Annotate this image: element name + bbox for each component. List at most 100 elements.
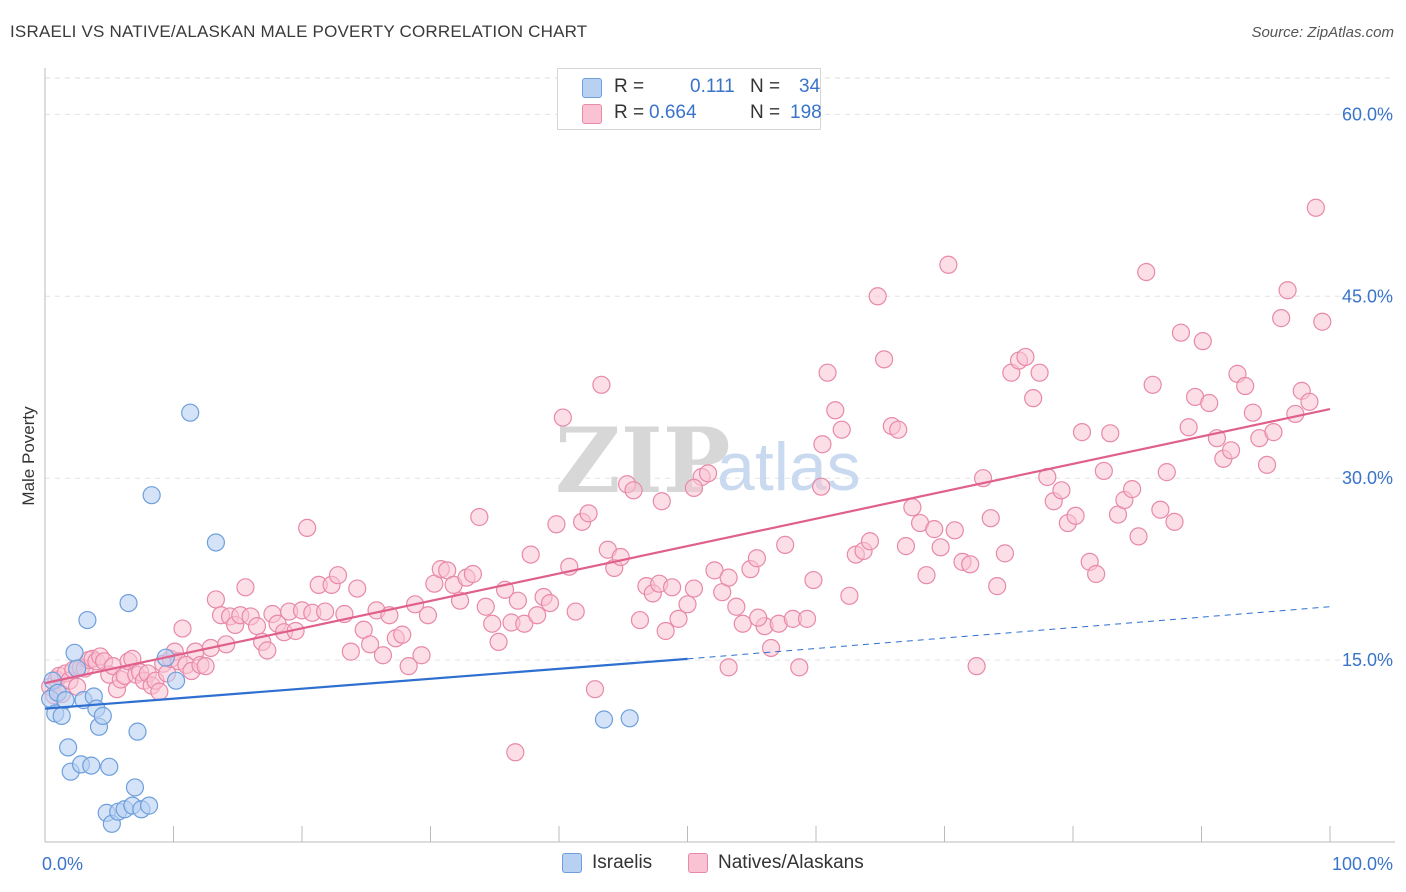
natives-point: [585, 680, 605, 699]
israelis-legend-swatch: [562, 853, 582, 873]
natives-point: [1264, 423, 1283, 442]
natives-point: [1016, 347, 1035, 367]
chart-source: Source: ZipAtlas.com: [1251, 24, 1394, 41]
natives-point: [298, 518, 317, 538]
natives-point: [981, 509, 1000, 528]
natives-point: [1087, 564, 1106, 584]
natives-point: [961, 555, 980, 574]
y-tick-label: 15.0%: [1342, 650, 1393, 670]
natives-point: [776, 535, 795, 554]
y-tick-label: 60.0%: [1342, 104, 1393, 124]
natives-point: [832, 420, 851, 439]
natives-point: [566, 602, 585, 621]
natives-point: [719, 568, 738, 587]
natives-point: [611, 547, 630, 567]
natives-point: [826, 401, 845, 420]
natives-point: [1024, 389, 1043, 408]
stats-legend: R = 0.111 N = 34 R = 0.664 N = 198: [557, 68, 822, 130]
natives-point: [348, 579, 367, 598]
natives-point: [719, 658, 738, 677]
israelis-point: [82, 756, 101, 775]
natives-point: [939, 255, 958, 274]
natives-point: [418, 606, 438, 625]
axes: [44, 68, 1395, 843]
israelis-trend-extension: [687, 606, 1331, 660]
natives-point: [1143, 375, 1162, 394]
natives-point: [818, 363, 837, 382]
x-tick-labels: 0.0% 100.0%: [42, 854, 1393, 874]
israelis-swatch: [582, 78, 602, 98]
israelis-point: [620, 709, 639, 728]
natives-point: [196, 657, 215, 676]
natives-r-value: 0.664: [649, 102, 697, 123]
natives-point: [1066, 506, 1085, 525]
israelis-n-value: 34: [799, 76, 821, 97]
legend-n-label: N =: [750, 76, 781, 97]
natives-point: [684, 579, 704, 598]
natives-point: [1243, 403, 1263, 422]
natives-point: [476, 597, 495, 616]
natives-point: [412, 646, 431, 665]
natives-point: [547, 515, 566, 534]
legend-r-label: R =: [614, 102, 645, 123]
natives-point: [483, 614, 502, 633]
natives-swatch: [582, 104, 602, 124]
natives-point: [889, 420, 908, 439]
israelis-point: [65, 643, 84, 662]
natives-point: [652, 492, 671, 511]
natives-point: [1129, 527, 1148, 546]
natives-point: [727, 597, 746, 616]
natives-point: [1286, 404, 1305, 424]
natives-point: [1272, 309, 1291, 328]
natives-point: [540, 593, 560, 613]
natives-point: [749, 608, 768, 627]
israelis-point: [56, 691, 75, 710]
israelis-point: [78, 610, 97, 630]
watermark: ZIP atlas: [555, 408, 861, 514]
natives-point: [508, 591, 527, 610]
natives-point: [521, 545, 540, 564]
natives-point: [258, 641, 277, 660]
israelis-point: [206, 533, 226, 552]
natives-point: [553, 408, 572, 427]
trend-lines: [44, 407, 1331, 710]
natives-point: [860, 532, 880, 551]
natives-point: [489, 632, 508, 652]
natives-point: [1030, 363, 1049, 382]
natives-point: [592, 375, 611, 394]
natives-point: [247, 617, 267, 636]
natives-point: [1137, 262, 1156, 282]
natives-point: [868, 287, 887, 306]
natives-point: [341, 642, 360, 661]
natives-legend-label: Natives/Alaskans: [718, 852, 864, 873]
natives-point: [804, 570, 823, 590]
natives-point: [1094, 461, 1113, 481]
natives-legend-swatch: [688, 853, 708, 873]
natives-point: [1278, 281, 1297, 300]
natives-point: [630, 610, 650, 630]
natives-point: [206, 590, 226, 609]
watermark-atlas: atlas: [717, 429, 861, 505]
natives-point: [150, 682, 169, 701]
natives-point: [1151, 500, 1170, 519]
israelis-point: [119, 593, 138, 613]
natives-point: [995, 544, 1014, 563]
israelis-point: [125, 778, 145, 797]
natives-point: [328, 566, 348, 585]
natives-point: [361, 635, 380, 654]
israelis-point: [166, 671, 186, 690]
natives-point: [1193, 332, 1212, 351]
natives-point: [875, 350, 894, 369]
israelis-legend-label: Israelis: [592, 852, 653, 873]
y-tick-labels: 15.0% 30.0% 45.0% 60.0%: [1342, 104, 1393, 670]
natives-point: [684, 478, 704, 497]
israelis-points: [41, 403, 639, 833]
natives-point: [812, 477, 831, 496]
legend-r-label: R =: [614, 76, 645, 97]
israelis-point: [181, 403, 200, 422]
natives-point: [669, 609, 688, 628]
y-axis-label: Male Poverty: [19, 406, 38, 506]
natives-point: [399, 657, 418, 676]
natives-point: [840, 586, 859, 605]
natives-trend-line: [44, 407, 1331, 685]
